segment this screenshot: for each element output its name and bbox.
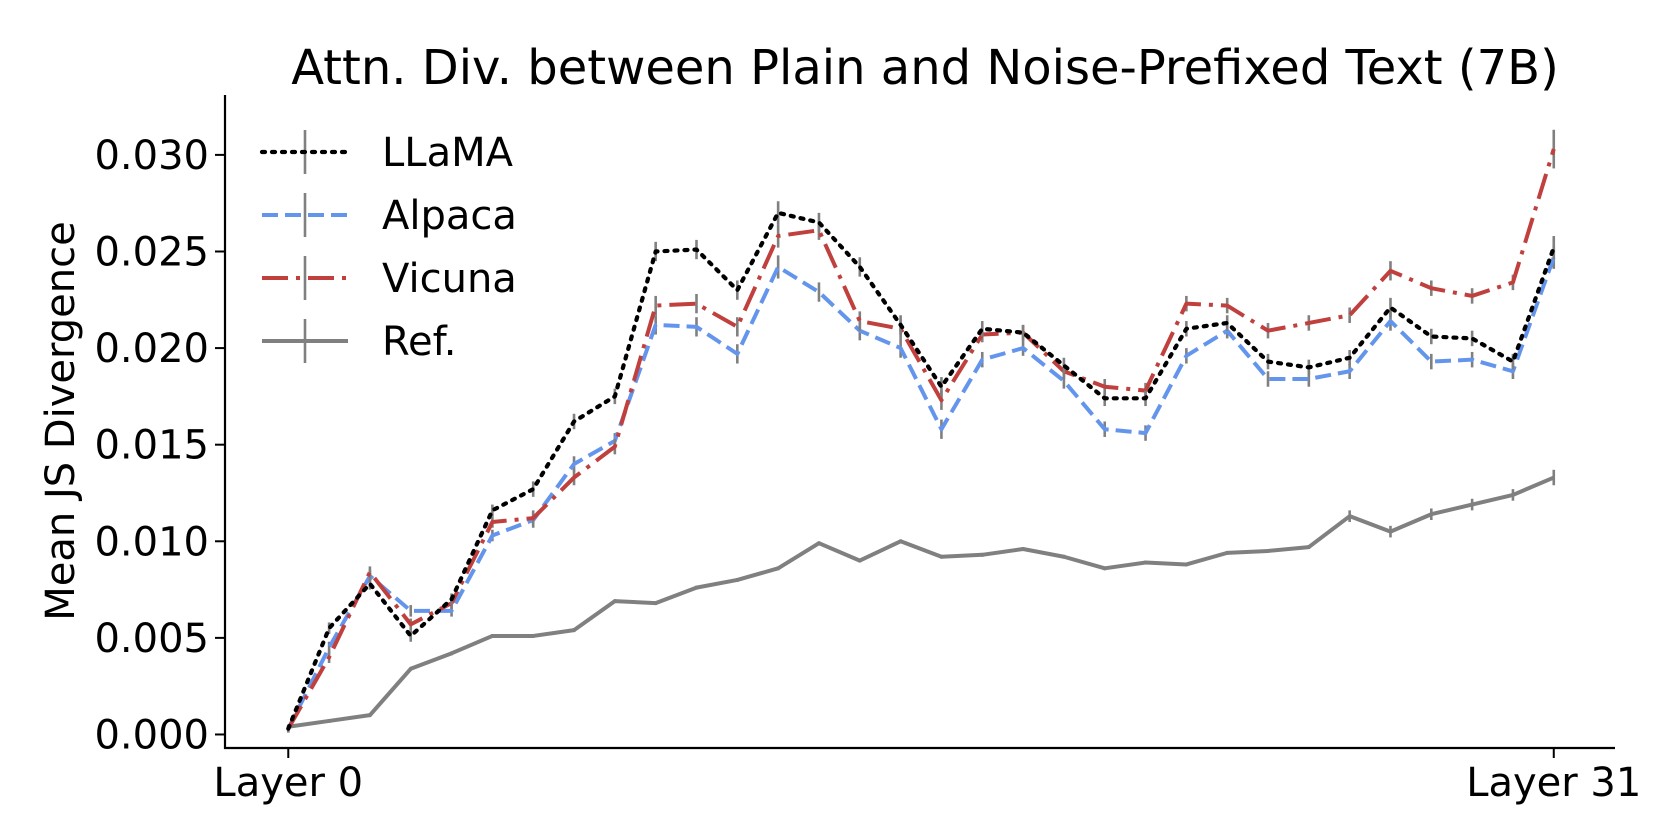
chart-title: Attn. Div. between Plain and Noise-Prefi… [291, 40, 1559, 96]
y-tick-label: 0.015 [94, 423, 209, 469]
y-tick-label: 0.025 [94, 229, 209, 275]
legend-item: Vicuna [262, 256, 517, 302]
series-line [287, 475, 1555, 729]
y-tick-label: 0.000 [94, 712, 209, 758]
x-tick-label: Layer 31 [1466, 760, 1641, 806]
series-line [286, 256, 1556, 730]
y-axis-ticks: 0.000 0.005 0.010 0.015 0.020 0.025 0.030 [94, 133, 225, 758]
y-tick-label: 0.005 [94, 616, 209, 662]
y-axis-label: Mean JS Divergence [38, 221, 84, 621]
series-llama [286, 201, 1556, 733]
legend-item: Alpaca [262, 193, 517, 239]
legend-label: Alpaca [382, 193, 517, 239]
x-axis-ticks: Layer 0 Layer 31 [213, 748, 1641, 806]
y-tick-label: 0.030 [94, 133, 209, 179]
legend: LLaMA Alpaca Vicuna Ref. [259, 130, 517, 365]
series-ref [286, 469, 1556, 729]
legend-label: LLaMA [382, 130, 514, 176]
x-tick-label: Layer 0 [213, 760, 363, 806]
legend-label: Vicuna [382, 256, 517, 302]
y-tick-label: 0.010 [94, 519, 209, 565]
legend-item: LLaMA [259, 130, 514, 176]
series-alpaca [286, 245, 1556, 733]
series-line [286, 148, 1556, 730]
y-tick-label: 0.020 [94, 326, 209, 372]
legend-item: Ref. [262, 319, 457, 365]
legend-label: Ref. [382, 319, 457, 365]
axes [223, 95, 1615, 750]
series-group [286, 129, 1556, 733]
